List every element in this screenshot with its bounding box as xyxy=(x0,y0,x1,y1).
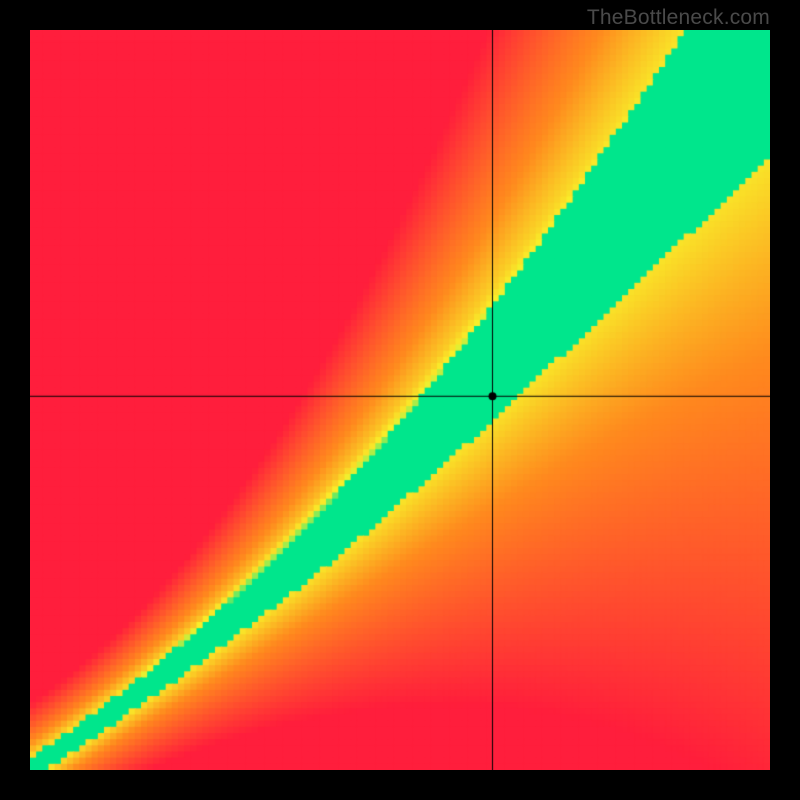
bottleneck-heatmap xyxy=(30,30,770,770)
watermark-text: TheBottleneck.com xyxy=(587,6,770,30)
